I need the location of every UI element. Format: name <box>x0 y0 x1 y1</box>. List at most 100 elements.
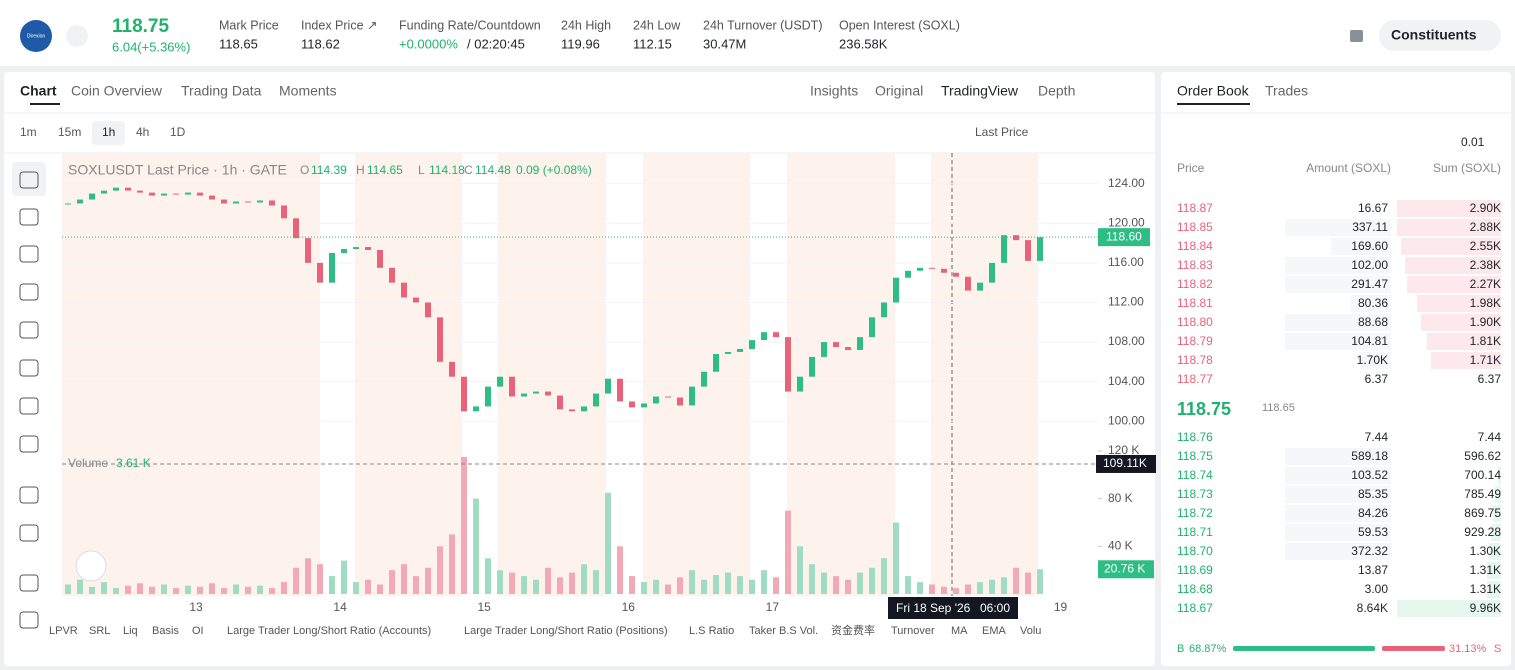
depth-bar <box>1405 257 1501 274</box>
indicator[interactable]: L.S Ratio <box>689 625 734 637</box>
ob-price: 118.79 <box>1177 334 1213 348</box>
volume-bar <box>137 583 143 594</box>
constituents-button[interactable] <box>1379 20 1501 51</box>
constituents[interactable]: Constituents <box>1391 27 1477 43</box>
candle <box>485 386 491 407</box>
indicator[interactable]: Taker B.S Vol. <box>749 625 818 637</box>
ob-price: 118.73 <box>1177 487 1213 501</box>
interval[interactable]: 1h <box>102 125 115 139</box>
sell-label: S <box>1494 643 1501 655</box>
candle <box>641 403 647 408</box>
tool-icon[interactable] <box>19 486 39 504</box>
interval[interactable]: 1D <box>170 125 186 139</box>
ob-amount: 102.00 <box>1351 258 1388 272</box>
candle <box>329 252 335 283</box>
y-tick-label: 112.00 <box>1108 295 1144 309</box>
volume-bar <box>1037 569 1043 594</box>
ob-sum: 6.37 <box>1478 372 1502 386</box>
buy-label: B <box>1177 643 1184 655</box>
tool-icon[interactable] <box>19 245 39 263</box>
crosshair-label-bg <box>888 597 1018 619</box>
indicator[interactable]: 资金费率 <box>831 623 875 637</box>
ob-price: 118.85 <box>1177 220 1213 234</box>
candle <box>893 277 899 303</box>
volume-bar <box>833 576 839 594</box>
indicator[interactable]: EMA <box>982 625 1007 637</box>
stat-label: Funding Rate/Countdown <box>399 18 541 32</box>
candle <box>125 187 131 191</box>
view-tab[interactable]: TradingView <box>941 83 1019 99</box>
volume-bar <box>281 582 287 594</box>
tab[interactable]: Trading Data <box>181 83 262 99</box>
ob-tab[interactable]: Order Book <box>1177 83 1250 99</box>
volume-bar <box>749 579 755 594</box>
volume-bar <box>557 577 563 594</box>
tool-icon[interactable] <box>19 397 39 415</box>
indicator[interactable]: Basis <box>152 625 179 637</box>
candle <box>677 397 683 406</box>
tab[interactable]: Chart <box>20 83 57 99</box>
indicator[interactable]: Large Trader Long/Short Ratio (Accounts) <box>227 625 431 637</box>
stat-label: Index Price ↗ <box>301 18 377 32</box>
depth-bar <box>1397 219 1501 236</box>
candle <box>569 409 575 412</box>
indicator[interactable]: LPVR <box>49 625 78 637</box>
volume-bar <box>785 510 791 594</box>
candle <box>461 376 467 412</box>
amount-bar <box>1285 257 1391 274</box>
interval[interactable]: 1m <box>20 125 37 139</box>
ob-price: 118.80 <box>1177 315 1213 329</box>
indicator[interactable]: Liq <box>123 625 138 637</box>
tool-icon[interactable] <box>19 171 39 189</box>
ob-sum: 596.62 <box>1464 449 1501 463</box>
interval[interactable]: 4h <box>136 125 149 139</box>
tool-icon[interactable] <box>19 283 39 301</box>
view-tab[interactable]: Insights <box>810 83 858 99</box>
volume-bar <box>737 576 743 594</box>
volume-bar <box>449 534 455 594</box>
tool-icon[interactable] <box>19 611 39 629</box>
crosshair-date: Fri 18 Sep '26 <box>896 601 971 615</box>
indicator[interactable]: SRL <box>89 625 110 637</box>
tool-icon[interactable] <box>19 359 39 377</box>
depth-bar <box>1407 276 1501 293</box>
candle <box>905 270 911 278</box>
ob-amount: 169.60 <box>1351 239 1388 253</box>
volume-bar <box>401 564 407 594</box>
last-volume-tag <box>1098 560 1154 579</box>
volume-bar <box>521 576 527 594</box>
precision[interactable]: 0.01 <box>1461 135 1485 149</box>
view-tab[interactable]: Depth <box>1038 83 1075 99</box>
volume-bar <box>965 584 971 594</box>
tab[interactable]: Moments <box>279 83 337 99</box>
tool-icon[interactable] <box>19 435 39 453</box>
ob-price: 118.67 <box>1177 601 1213 615</box>
tool-icon[interactable] <box>19 524 39 542</box>
candle <box>269 200 275 206</box>
tool-icon[interactable] <box>19 574 39 592</box>
candle <box>245 201 251 203</box>
indicator[interactable]: MA <box>951 625 968 637</box>
price-type[interactable]: Last Price <box>975 125 1029 139</box>
tool-icon[interactable] <box>19 208 39 226</box>
stat-value: 30.47M <box>703 36 746 51</box>
indicator[interactable]: Volu <box>1020 625 1041 637</box>
volume-bar <box>1013 567 1019 594</box>
indicator[interactable]: Turnover <box>891 625 935 637</box>
ob-tab[interactable]: Trades <box>1265 83 1308 99</box>
view-tab[interactable]: Original <box>875 83 923 99</box>
candle <box>953 272 959 277</box>
volume-bar <box>821 572 827 594</box>
tool-icon[interactable] <box>19 321 39 339</box>
indicator[interactable]: Large Trader Long/Short Ratio (Positions… <box>464 625 668 637</box>
ob-sum: 1.71K <box>1470 353 1501 367</box>
stat-value: 236.58K <box>839 36 888 51</box>
favorite-button[interactable] <box>66 25 88 47</box>
tab[interactable]: Coin Overview <box>71 83 163 99</box>
ob-price: 118.77 <box>1177 372 1213 386</box>
indicator[interactable]: OI <box>192 625 204 637</box>
candle <box>701 371 707 387</box>
volume-bar <box>365 579 371 594</box>
interval[interactable]: 15m <box>58 125 81 139</box>
